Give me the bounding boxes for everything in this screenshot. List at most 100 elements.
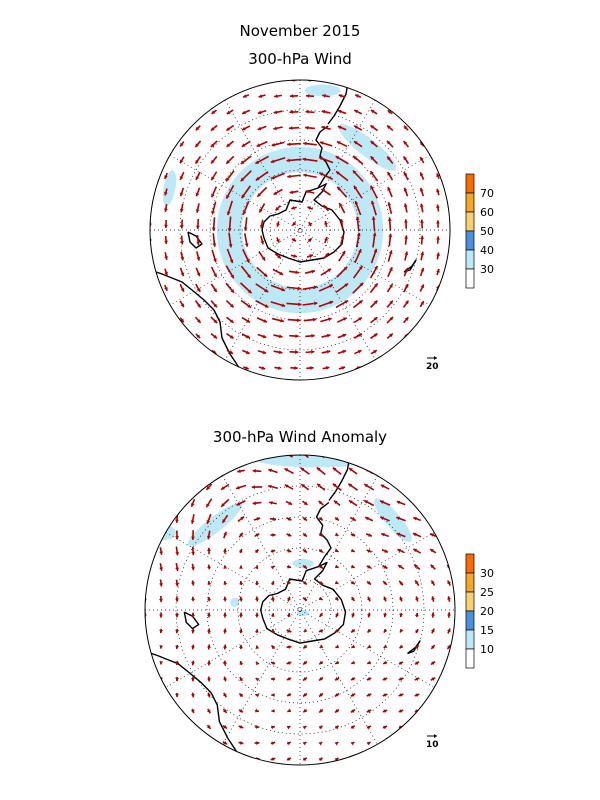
wind-vector (145, 579, 147, 587)
wind-vector (255, 155, 269, 165)
wind-vector (436, 188, 440, 196)
wind-vector (243, 217, 248, 231)
wind-vector (164, 219, 168, 229)
wind-vector (274, 366, 282, 370)
wind-vector (191, 628, 196, 634)
wind-vector (239, 660, 244, 666)
wind-vector (210, 266, 218, 278)
wind-vector (269, 500, 277, 505)
wind-vector (286, 757, 292, 762)
wind-vector (255, 171, 269, 181)
wind-vector (420, 219, 424, 229)
wind-vector (225, 265, 235, 279)
wind-vector (286, 629, 292, 634)
wind-vector (163, 204, 168, 212)
wind-vector (403, 283, 409, 293)
wind-vector (419, 300, 425, 308)
wind-reference-vector-label: 20 (426, 362, 439, 372)
wind-vector (255, 677, 260, 682)
wind-vector (285, 500, 293, 506)
wind-vector (286, 158, 302, 163)
wind-vector (431, 612, 435, 618)
wind-vector (305, 189, 315, 194)
wind-vector (336, 186, 348, 198)
wind-vector (270, 284, 286, 292)
wind-vector (191, 563, 195, 571)
wind-vector (286, 286, 302, 291)
wind-vector (350, 676, 356, 681)
anomaly-coastlines (145, 455, 455, 765)
wind-vector (190, 708, 195, 714)
wind-vector (336, 317, 348, 323)
wind-vector (337, 349, 347, 355)
wind-vector (302, 660, 308, 666)
wind-vector (222, 628, 227, 634)
wind-vector (210, 186, 218, 198)
wind-vector (286, 692, 292, 697)
wind-vector (241, 333, 251, 339)
wind-vector (403, 267, 409, 277)
new-zealand-coast (407, 640, 421, 655)
wind-vector (164, 235, 168, 245)
wind-vector (254, 565, 259, 570)
main-title: November 2015 (239, 22, 361, 40)
colorbar-label: 50 (480, 225, 494, 238)
wind-vector (287, 581, 291, 586)
wind-vector (396, 516, 406, 522)
wind-vector (258, 203, 266, 213)
wind-vector (351, 612, 356, 618)
wind-vector (336, 140, 348, 148)
wind-vector (255, 612, 259, 618)
wind-vector (228, 232, 233, 248)
wind-vector (175, 660, 180, 666)
wind-vector (240, 155, 252, 165)
wind-vector (318, 284, 334, 292)
wind-vector (332, 482, 342, 492)
wind-vector (223, 531, 227, 539)
latitude-circle (268, 578, 332, 642)
wind-vector (366, 709, 372, 714)
wind-vector (386, 283, 394, 293)
wind-vector (404, 235, 409, 245)
wind-vector (225, 299, 235, 309)
wind-vector (369, 265, 379, 279)
wind-vector (350, 692, 356, 697)
wind-vector (271, 628, 276, 634)
wind-vector (334, 676, 340, 681)
wind-vector (352, 169, 364, 183)
wind-vector (270, 741, 276, 746)
wind-vector (386, 124, 394, 132)
wind-vector (190, 514, 195, 524)
wind-vector (179, 187, 185, 197)
wind-vector (318, 500, 324, 506)
wind-vector (382, 677, 388, 682)
wind-vector (175, 596, 179, 602)
wind-vectors (150, 80, 440, 370)
wind-vector (352, 265, 364, 279)
wind-vector (223, 548, 227, 554)
wind-vector (252, 469, 262, 473)
wind-vector (352, 155, 364, 165)
wind-vector (387, 217, 392, 231)
wind-vector (196, 251, 201, 261)
wind-vector (318, 564, 324, 569)
wind-vector (366, 660, 372, 665)
island-coast (187, 231, 203, 249)
colorbar-label: 30 (480, 263, 494, 276)
wind-vector (322, 366, 330, 370)
wind-vector (175, 676, 180, 682)
wind-vector (414, 628, 419, 634)
wind-vector (382, 741, 387, 746)
wind-vector (302, 301, 318, 306)
anomaly-speed-shading (151, 455, 412, 617)
wind-colorbar: 70 60 50 40 30 (465, 173, 494, 289)
wind-vector (447, 596, 451, 602)
wind-vector (242, 248, 250, 264)
wind-vector (257, 333, 267, 339)
wind-vector (334, 596, 339, 601)
wind-vector (398, 677, 404, 682)
wind-vector (387, 201, 393, 215)
wind-vector (226, 349, 234, 355)
wind-vector (366, 628, 372, 634)
wind-vector (436, 236, 440, 244)
